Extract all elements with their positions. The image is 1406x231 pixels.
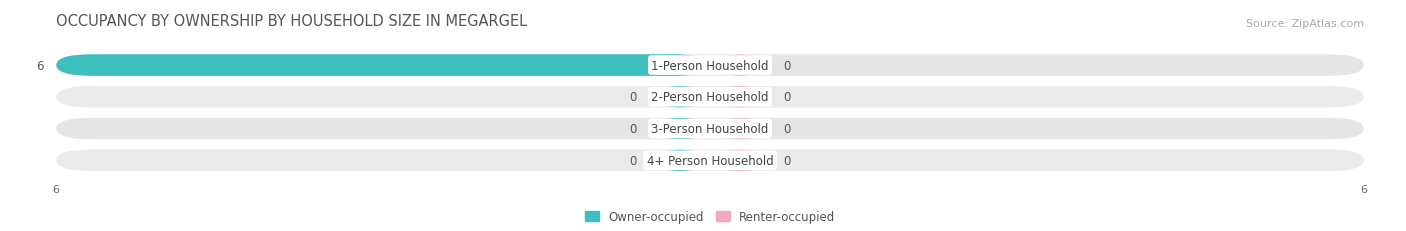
Text: 0: 0 xyxy=(783,91,790,104)
FancyBboxPatch shape xyxy=(650,150,710,171)
FancyBboxPatch shape xyxy=(710,87,770,108)
FancyBboxPatch shape xyxy=(56,87,1364,108)
Text: 3-Person Household: 3-Person Household xyxy=(651,122,769,135)
Text: 0: 0 xyxy=(630,154,637,167)
FancyBboxPatch shape xyxy=(56,55,1364,76)
Text: 2-Person Household: 2-Person Household xyxy=(651,91,769,104)
Legend: Owner-occupied, Renter-occupied: Owner-occupied, Renter-occupied xyxy=(585,210,835,223)
FancyBboxPatch shape xyxy=(710,55,770,76)
FancyBboxPatch shape xyxy=(710,150,770,171)
Text: 1-Person Household: 1-Person Household xyxy=(651,59,769,72)
FancyBboxPatch shape xyxy=(710,118,770,140)
FancyBboxPatch shape xyxy=(56,150,1364,171)
FancyBboxPatch shape xyxy=(56,55,710,76)
Text: 0: 0 xyxy=(630,122,637,135)
Text: 0: 0 xyxy=(783,122,790,135)
Text: Source: ZipAtlas.com: Source: ZipAtlas.com xyxy=(1246,19,1364,29)
Text: OCCUPANCY BY OWNERSHIP BY HOUSEHOLD SIZE IN MEGARGEL: OCCUPANCY BY OWNERSHIP BY HOUSEHOLD SIZE… xyxy=(56,14,527,29)
Text: 4+ Person Household: 4+ Person Household xyxy=(647,154,773,167)
Text: 0: 0 xyxy=(783,154,790,167)
FancyBboxPatch shape xyxy=(650,118,710,140)
Text: 6: 6 xyxy=(35,59,44,72)
FancyBboxPatch shape xyxy=(56,118,1364,140)
Text: 0: 0 xyxy=(630,91,637,104)
Text: 0: 0 xyxy=(783,59,790,72)
FancyBboxPatch shape xyxy=(650,87,710,108)
